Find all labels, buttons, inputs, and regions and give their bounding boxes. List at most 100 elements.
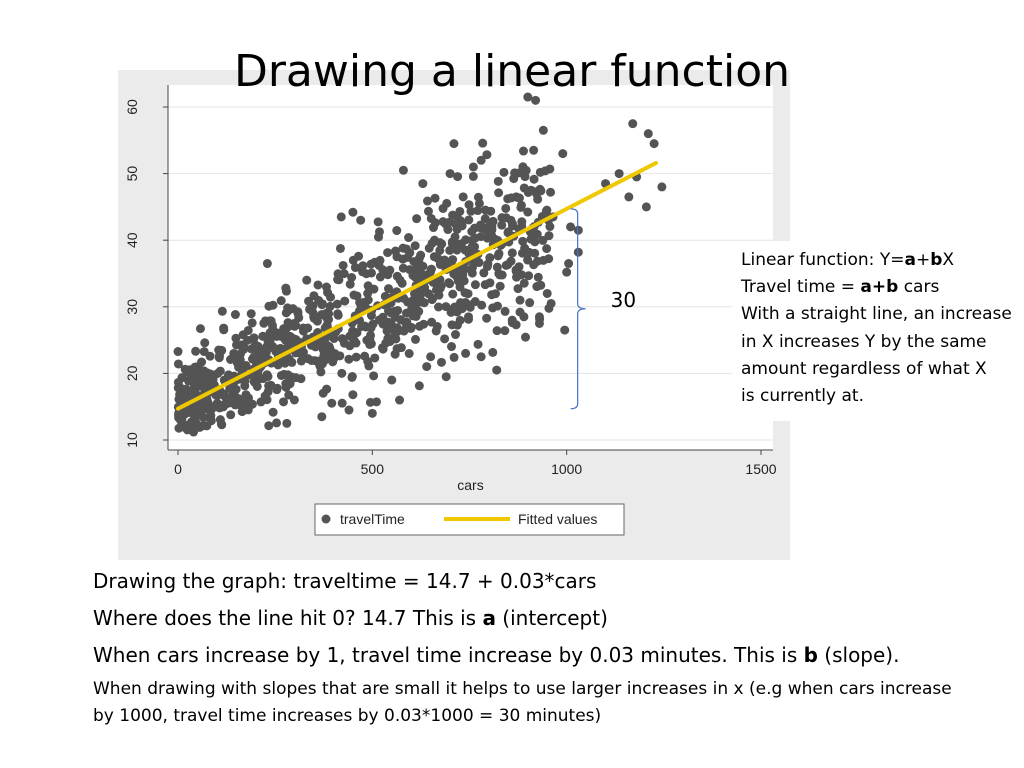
scatter-point <box>493 251 503 261</box>
scatter-point <box>375 272 385 282</box>
scatter-point <box>352 291 362 301</box>
legend: travelTime Fitted values <box>314 503 625 536</box>
scatter-point <box>347 273 357 283</box>
scatter-point <box>436 357 446 367</box>
scatter-point <box>503 227 513 237</box>
scatter-point <box>482 150 492 160</box>
scatter-point <box>208 374 218 384</box>
scatter-point <box>374 227 384 237</box>
scatter-point <box>468 162 478 172</box>
scatter-point <box>249 333 259 343</box>
legend-label-fitted: Fitted values <box>518 511 597 527</box>
scatter-point <box>318 388 328 398</box>
scatter-point <box>264 421 274 431</box>
x-tick-label: 1500 <box>745 461 776 477</box>
scatter-point <box>265 316 275 326</box>
x-axis-title: cars <box>457 477 483 493</box>
scatter-point <box>404 349 414 359</box>
scatter-point <box>383 248 393 258</box>
scatter-point <box>364 361 374 371</box>
scatter-point <box>418 297 428 307</box>
scatter-point <box>398 165 408 175</box>
scatter-point <box>191 346 201 356</box>
scatter-point <box>538 255 548 265</box>
scatter-point <box>624 192 634 202</box>
scatter-point <box>564 259 574 269</box>
scatter-point <box>369 371 379 381</box>
scatter-point <box>643 129 653 139</box>
scatter-point <box>305 304 315 314</box>
scatter-point <box>422 362 432 372</box>
scatter-point <box>215 366 225 376</box>
scatter-point <box>426 352 436 362</box>
scatter-point <box>302 275 312 285</box>
scatter-point <box>521 332 531 342</box>
scatter-point <box>535 167 545 177</box>
scatter-point <box>418 261 428 271</box>
scatter-point <box>337 334 347 344</box>
scatter-point <box>434 302 444 312</box>
scatter-point <box>614 169 624 179</box>
scatter-point <box>509 174 519 184</box>
scatter-point <box>260 352 270 362</box>
scatter-point <box>173 347 183 357</box>
scatter-point <box>217 345 227 355</box>
scatter-point <box>470 297 480 307</box>
scatter-point <box>202 421 212 431</box>
scatter-point <box>294 313 304 323</box>
scatter-point <box>523 255 533 265</box>
scatter-point <box>268 300 278 310</box>
scatter-point <box>410 241 420 251</box>
scatter-point <box>325 301 335 311</box>
scatter-point <box>212 398 222 408</box>
scatter-point <box>542 244 552 254</box>
scatter-point <box>474 258 484 268</box>
scatter-point <box>231 333 241 343</box>
scatter-point <box>426 213 436 223</box>
scatter-point <box>332 299 342 309</box>
scatter-point <box>265 329 275 339</box>
x-tick-label: 0 <box>174 461 182 477</box>
scatter-point <box>445 279 455 289</box>
scatter-point <box>419 319 429 329</box>
scatter-point <box>428 223 438 233</box>
scatter-point <box>546 187 556 197</box>
scatter-point <box>245 399 255 409</box>
scatter-point <box>363 289 373 299</box>
scatter-point <box>358 267 368 277</box>
scatter-point <box>490 289 500 299</box>
scatter-point <box>380 291 390 301</box>
scatter-point <box>519 312 529 322</box>
scatter-point <box>500 306 510 316</box>
scatter-point <box>272 383 282 393</box>
scatter-point <box>374 260 384 270</box>
scatter-point <box>460 288 470 298</box>
scatter-point <box>519 278 529 288</box>
scatter-point <box>350 263 360 273</box>
scatter-point <box>529 174 539 184</box>
scatter-point <box>174 423 184 433</box>
scatter-point <box>337 398 347 408</box>
scatter-point <box>322 313 332 323</box>
callout-line-6: is currently at. <box>741 386 864 407</box>
scatter-point <box>448 289 458 299</box>
scatter-point <box>189 427 199 437</box>
scatter-point <box>430 193 440 203</box>
scatter-point <box>512 272 522 282</box>
scatter-point <box>334 275 344 285</box>
scatter-point <box>534 318 544 328</box>
scatter-point <box>529 145 539 155</box>
scatter-point <box>272 344 282 354</box>
scatter-point <box>503 260 513 270</box>
plot-panel: 10 20 30 40 50 60 0 500 1000 1500 cars 30 travelTime… <box>118 70 790 560</box>
scatter-point <box>363 281 373 291</box>
scatter-point <box>449 139 459 149</box>
scatter-point <box>531 95 541 105</box>
y-tick-label: 60 <box>124 99 140 115</box>
scatter-point <box>427 317 437 327</box>
y-tick-label: 30 <box>124 299 140 315</box>
scatter-point <box>511 192 521 202</box>
scatter-point <box>408 311 418 321</box>
scatter-point <box>351 352 361 362</box>
scatter-point <box>247 318 257 328</box>
